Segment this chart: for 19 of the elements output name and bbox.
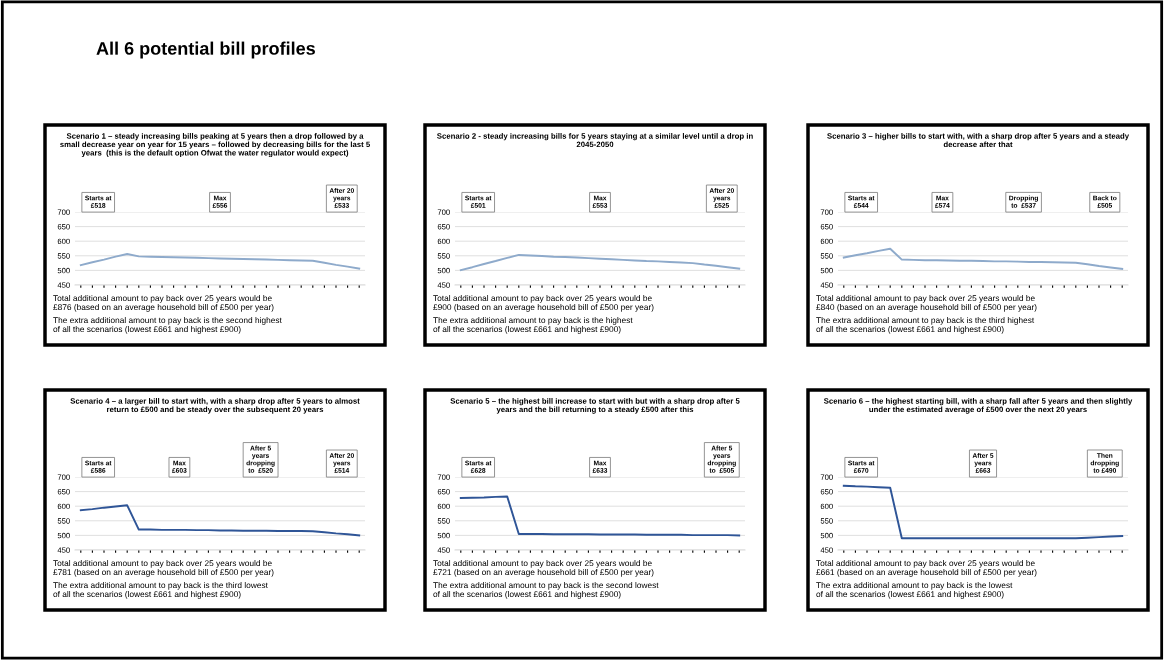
text: The extra additional amount to pay back is the third lowest of all the scenarios (lowest £661 and highest £900): [53, 582, 268, 599]
text: Total additional amount to pay back over 25 years would be £900 (based on an average household bill of £500 per year): [433, 295, 654, 312]
text: Total additional amount to pay back over 25 years would be £781 (based on an average household bill of £500 per year): [53, 560, 274, 577]
text: All 6 potential bill profiles: [96, 41, 315, 59]
text: Total additional amount to pay back over 25 years would be £876 (based on an average household bill of £500 per year): [53, 295, 274, 312]
line-series: [79, 504, 361, 537]
text: Total additional amount to pay back over 25 years would be £840 (based on an average household bill of £500 per year): [816, 295, 1037, 312]
text: The extra additional amount to pay back is the highest of all the scenarios (lowest £661 and highest £900): [433, 317, 633, 334]
text: The extra additional amount to pay back is the third highest of all the scenarios (lowest £661 and highest £900): [816, 317, 1035, 334]
text: The extra additional amount to pay back is the second lowest of all the scenarios (lowest £661 and highest £900): [433, 582, 659, 599]
line-series: [459, 495, 741, 537]
line-series: [459, 253, 741, 272]
line-series: [842, 247, 1124, 270]
text: The extra additional amount to pay back is the second highest of all the scenarios (lowest £661 and highest £900): [53, 317, 282, 334]
line-series: [79, 253, 361, 270]
line-series: [842, 484, 1124, 540]
text: The extra additional amount to pay back is the lowest of all the scenarios (lowest £661 and highest £900): [816, 582, 1013, 599]
text: Total additional amount to pay back over 25 years would be £661 (based on an average household bill of £500 per year): [816, 560, 1037, 577]
text: Total additional amount to pay back over 25 years would be £721 (based on an average household bill of £500 per year): [433, 560, 654, 577]
